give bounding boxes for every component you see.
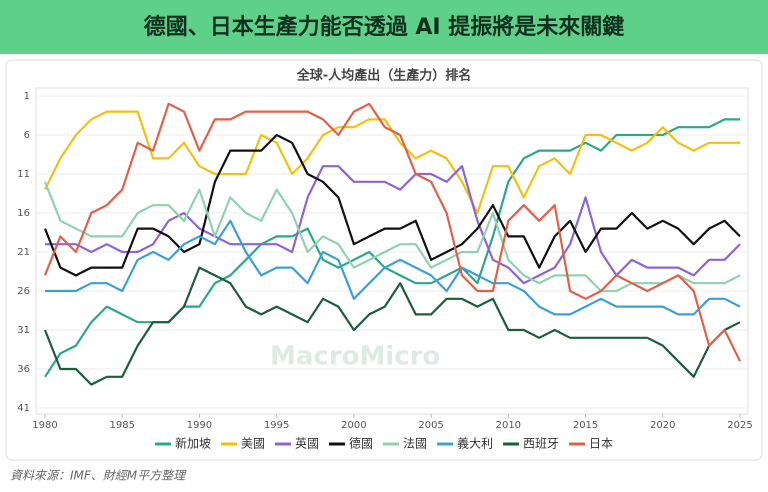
legend-label: 德國 — [349, 436, 373, 451]
y-tick-label: 21 — [17, 247, 30, 258]
x-tick-label: 2025 — [727, 420, 752, 431]
x-tick-label: 2005 — [418, 420, 443, 431]
series-line — [44, 110, 740, 215]
y-tick-label: 26 — [17, 286, 30, 297]
x-tick-label: 1985 — [109, 420, 134, 431]
watermark: MacroMicro — [270, 342, 440, 372]
y-tick-label: 36 — [17, 364, 30, 375]
series-line — [45, 165, 741, 285]
y-tick-label: 1 — [24, 91, 30, 102]
legend-label: 新加坡 — [175, 436, 211, 451]
x-tick-label: 1995 — [264, 420, 289, 431]
series-line — [43, 133, 741, 277]
legend-label: 西班牙 — [523, 437, 559, 451]
plot-border — [35, 87, 749, 415]
y-tick-label: 31 — [17, 325, 30, 336]
series-line — [43, 102, 741, 362]
y-tick-label: 16 — [17, 208, 30, 219]
legend-label: 法國 — [403, 437, 427, 451]
y-tick-label: 6 — [24, 130, 30, 141]
x-tick-label: 2015 — [573, 420, 598, 431]
panel — [5, 59, 763, 461]
page-title: 德國、日本生產力能否透過 AI 提振將是未來關鍵 — [144, 14, 625, 40]
legend-label: 日本 — [589, 437, 613, 451]
x-tick-label: 1980 — [32, 420, 57, 431]
legend-label: 英國 — [295, 437, 319, 451]
source: 資料來源：IMF、財經M平方整理 — [10, 469, 187, 483]
y-tick-label: 11 — [17, 169, 30, 180]
series-line — [43, 266, 741, 386]
series-line — [45, 219, 741, 316]
x-tick-label: 1990 — [187, 420, 212, 431]
header-bar — [0, 0, 768, 54]
y-tick-label: 41 — [17, 403, 30, 414]
legend-label: 義大利 — [457, 436, 493, 451]
x-tick-label: 2010 — [496, 420, 521, 431]
series-line — [43, 181, 741, 293]
x-tick-label: 2000 — [341, 420, 366, 431]
x-tick-label: 2020 — [650, 420, 675, 431]
chart-title: 全球-人均產出（生產力）排名 — [296, 68, 471, 84]
legend-label: 美國 — [241, 437, 265, 451]
